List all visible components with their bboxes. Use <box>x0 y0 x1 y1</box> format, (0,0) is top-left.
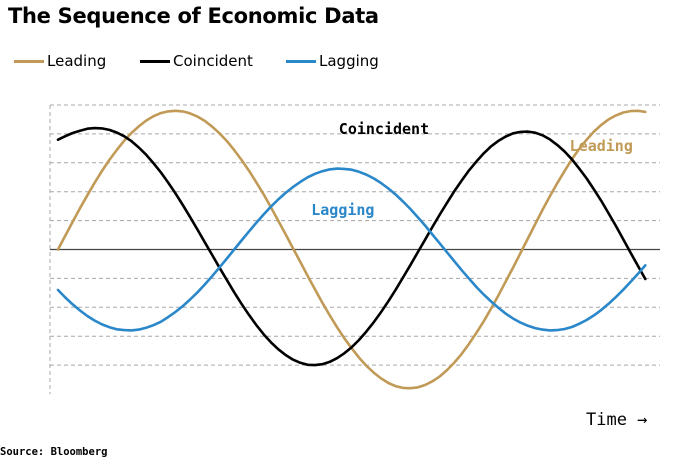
legend-label-leading: Leading <box>47 52 107 70</box>
series-line-coincident <box>56 126 647 367</box>
source-note: Source: Bloomberg <box>0 446 108 458</box>
legend-swatch-leading <box>14 59 44 63</box>
legend-swatch-lagging <box>286 59 316 63</box>
legend-item-coincident: Coincident <box>140 52 253 70</box>
legend-item-leading: Leading <box>14 52 106 70</box>
chart-title: The Sequence of Economic Data <box>8 4 379 28</box>
legend-label-coincident: Coincident <box>173 52 253 70</box>
x-axis-label: Time → <box>586 410 648 430</box>
annotation-leading: Leading <box>570 137 633 155</box>
legend-item-lagging: Lagging <box>286 52 379 70</box>
annotation-lagging: Lagging <box>311 201 374 219</box>
annotation-coincident: Coincident <box>339 120 429 138</box>
legend-label-lagging: Lagging <box>319 52 379 70</box>
legend-swatch-coincident <box>140 59 170 63</box>
series-line-lagging <box>56 167 647 332</box>
